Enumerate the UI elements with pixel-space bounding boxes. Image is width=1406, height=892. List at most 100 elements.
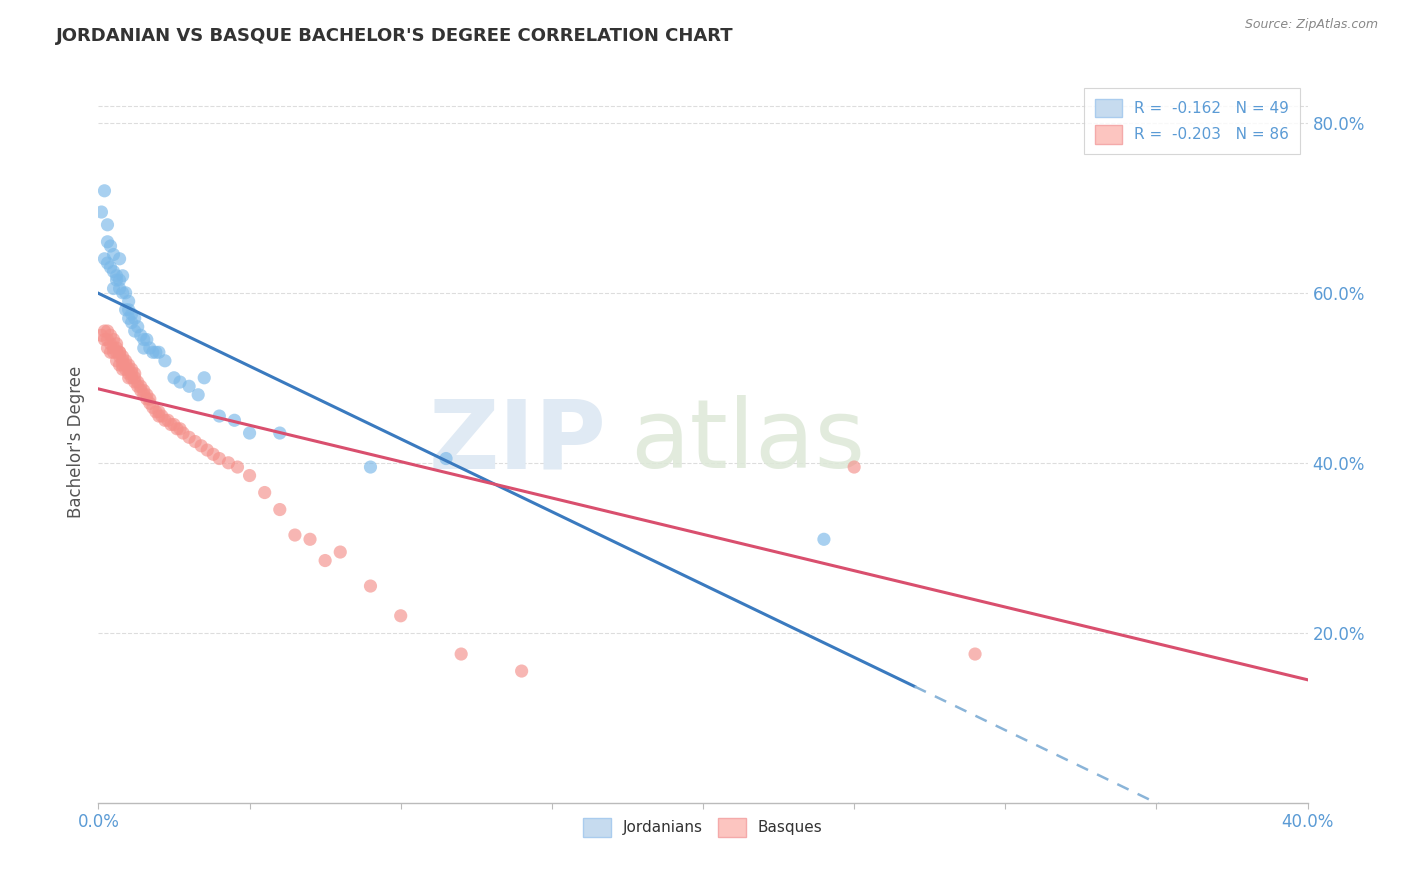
Point (150, 409, 173, 423)
Point (224, 413, 246, 427)
Text: ZIP: ZIP (429, 395, 606, 488)
Point (132, 388, 155, 402)
Point (124, 311, 146, 326)
Point (103, 281, 125, 295)
Point (135, 333, 157, 347)
Point (145, 345, 167, 359)
Point (132, 384, 155, 398)
Point (156, 413, 179, 427)
Point (96, 256, 118, 270)
Point (96, 218, 118, 232)
Point (139, 396, 162, 410)
Point (434, 451, 457, 466)
Point (269, 425, 291, 440)
Point (193, 371, 215, 385)
Point (96, 235, 118, 249)
Point (121, 316, 143, 330)
Point (108, 350, 131, 364)
Point (965, 647, 987, 661)
Point (105, 353, 128, 368)
Point (208, 451, 231, 466)
Legend: Jordanians, Basques: Jordanians, Basques (574, 809, 832, 846)
Point (111, 353, 134, 368)
Point (121, 367, 143, 381)
Point (124, 367, 146, 381)
Point (100, 328, 122, 343)
Point (226, 460, 249, 475)
Point (202, 447, 225, 461)
Point (93, 252, 115, 266)
Point (103, 345, 125, 359)
Point (114, 362, 136, 376)
Point (208, 409, 231, 423)
Point (103, 333, 125, 347)
Point (103, 341, 125, 355)
Point (813, 533, 835, 547)
Point (100, 345, 122, 359)
Point (360, 579, 382, 593)
Point (135, 392, 157, 406)
Point (127, 375, 149, 389)
Point (93, 184, 115, 198)
Point (190, 439, 212, 453)
Text: atlas: atlas (630, 395, 866, 488)
Y-axis label: Bachelor's Degree: Bachelor's Degree (66, 366, 84, 517)
Point (103, 247, 125, 261)
Point (179, 379, 201, 393)
Point (129, 384, 152, 398)
Point (108, 345, 131, 359)
Point (139, 341, 162, 355)
Point (239, 468, 262, 483)
Point (111, 268, 134, 283)
Point (187, 388, 209, 402)
Point (124, 375, 146, 389)
Point (142, 401, 165, 415)
Point (100, 336, 122, 351)
Point (163, 371, 186, 385)
Point (329, 545, 352, 559)
Point (111, 362, 134, 376)
Point (239, 425, 262, 440)
Point (145, 405, 167, 419)
Point (105, 273, 128, 287)
Point (142, 345, 165, 359)
Point (118, 311, 141, 326)
Point (90, 328, 112, 343)
Point (90, 205, 112, 219)
Point (153, 353, 176, 368)
Text: Source: ZipAtlas.com: Source: ZipAtlas.com (1244, 18, 1378, 31)
Point (108, 345, 131, 359)
Point (114, 285, 136, 300)
Point (124, 324, 146, 338)
Point (96, 333, 118, 347)
Point (217, 456, 239, 470)
Point (124, 371, 146, 385)
Point (389, 608, 412, 623)
Point (121, 362, 143, 376)
Point (105, 336, 128, 351)
Point (118, 371, 141, 385)
Point (118, 362, 141, 376)
Point (148, 409, 170, 423)
Point (179, 430, 201, 444)
Point (148, 405, 170, 419)
Point (100, 239, 122, 253)
Point (153, 413, 176, 427)
Point (253, 485, 276, 500)
Point (129, 379, 152, 393)
Point (100, 260, 122, 275)
Point (111, 358, 134, 372)
Point (105, 268, 128, 283)
Point (93, 324, 115, 338)
Point (96, 341, 118, 355)
Point (103, 264, 125, 278)
Point (314, 553, 336, 567)
Point (163, 417, 186, 432)
Point (450, 647, 472, 661)
Point (172, 425, 194, 440)
Point (121, 307, 143, 321)
Point (96, 324, 118, 338)
Point (184, 434, 207, 449)
Point (114, 353, 136, 368)
Point (108, 358, 131, 372)
